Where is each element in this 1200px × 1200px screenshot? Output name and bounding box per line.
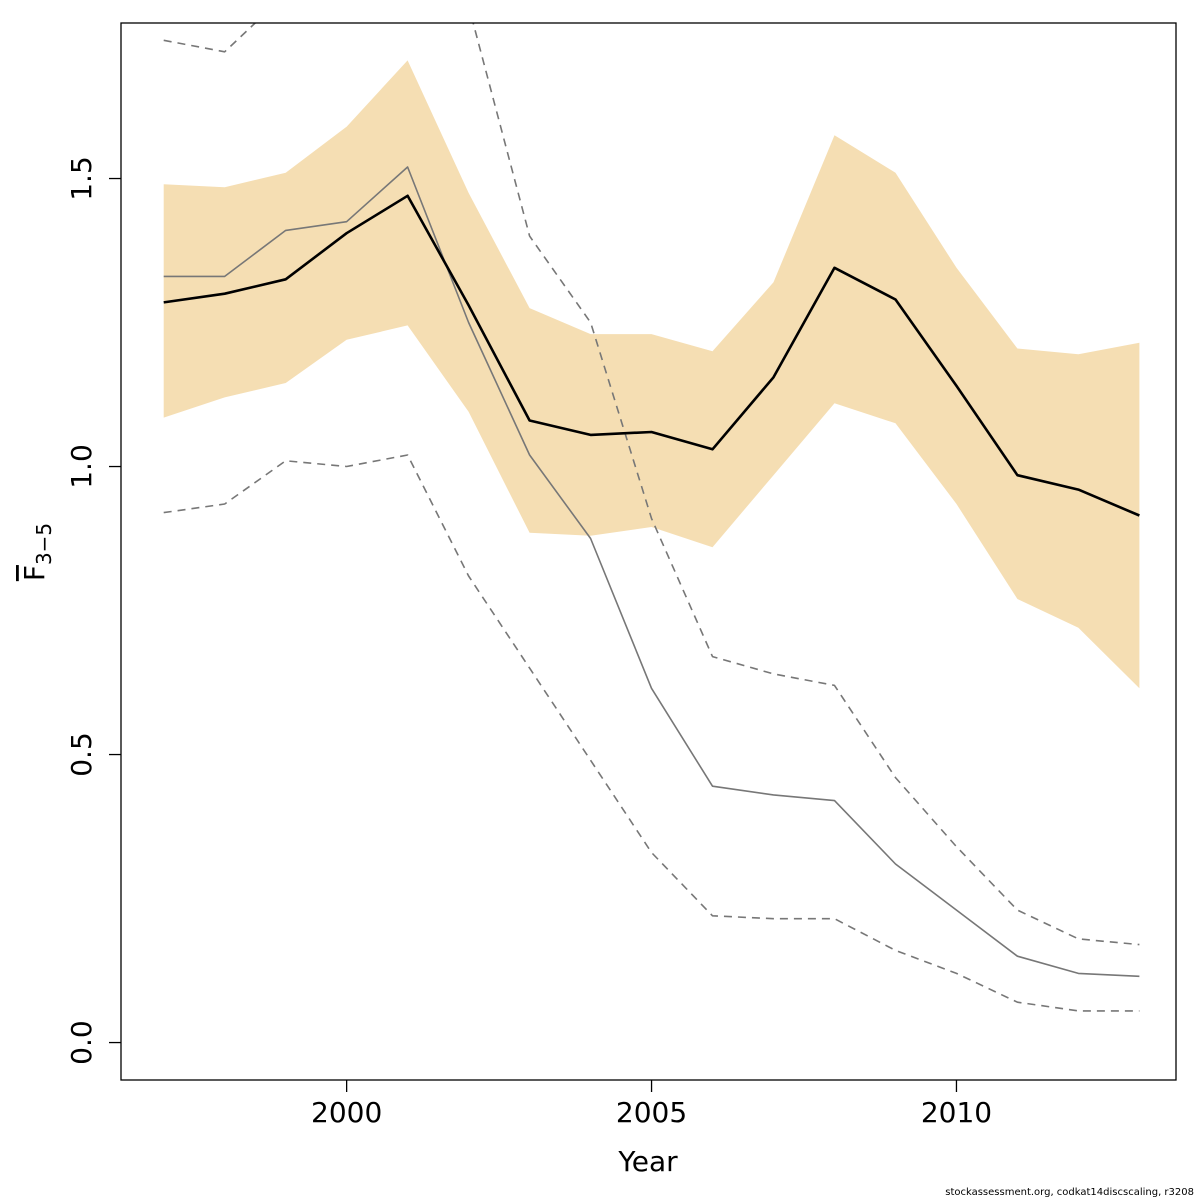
x-axis: 2000 2005 2010 (311, 1080, 992, 1129)
confidence-band (163, 60, 1140, 689)
y-axis-title-main: F (18, 565, 51, 581)
y-axis: 0.0 0.5 1.0 1.5 (65, 156, 121, 1065)
x-tick-label: 2010 (921, 1096, 992, 1129)
y-tick-label: 1.0 (65, 444, 98, 489)
svg-text:F3−5: F3−5 (18, 523, 56, 581)
series-line-alternative (163, 166, 1140, 978)
y-axis-title: F3−5 (18, 523, 56, 581)
y-tick-label: 0.5 (65, 732, 98, 777)
x-tick-label: 2000 (311, 1096, 382, 1129)
x-axis-title: Year (617, 1145, 678, 1178)
y-tick-label: 0.0 (65, 1020, 98, 1065)
y-tick-label: 1.5 (65, 156, 98, 201)
x-tick-label: 2005 (616, 1096, 687, 1129)
footer-credit: stockassessment.org, codkat14discscaling… (945, 1187, 1194, 1198)
series-line-estimate (163, 194, 1140, 517)
plot-frame (120, 22, 1177, 1081)
series-line-lower-bound (163, 454, 1140, 1012)
y-axis-title-subscript: 3−5 (32, 523, 56, 565)
series-line-upper-bound (163, 23, 1140, 946)
series-layer (163, 23, 1140, 1012)
confidence-band-layer (163, 60, 1140, 689)
